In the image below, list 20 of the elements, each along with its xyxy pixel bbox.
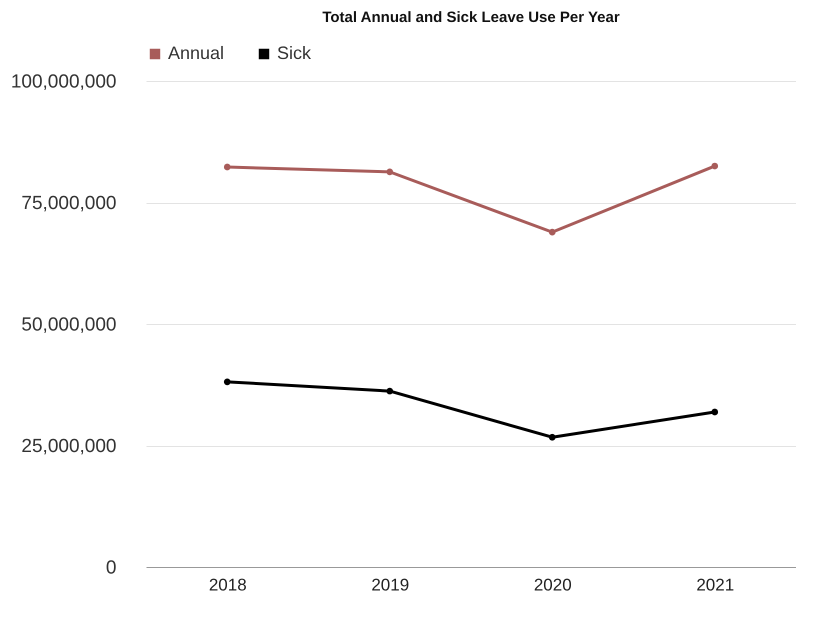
point [548,434,556,441]
point [224,164,231,170]
legend-label: Annual [168,43,224,63]
x-tick-label: 2021 [696,576,734,594]
y-tick-label: 100,000,000 [10,72,116,92]
x-tick-label: 2018 [208,576,247,594]
y-tick-label: 0 [106,558,116,578]
x-tick-label: 2019 [371,576,410,594]
point [386,388,394,394]
point [711,162,718,170]
legend-label: Sick [277,43,312,63]
point [548,228,556,236]
chart-title: Total Annual and Sick Leave Use Per Year [322,9,620,26]
y-tick-label: 75,000,000 [21,193,116,214]
point [386,168,394,176]
point [224,378,231,386]
y-tick-label: 50,000,000 [21,314,116,336]
point [711,408,718,416]
y-tick-label: 25,000,000 [21,436,116,457]
x-tick-label: 2020 [534,576,572,594]
